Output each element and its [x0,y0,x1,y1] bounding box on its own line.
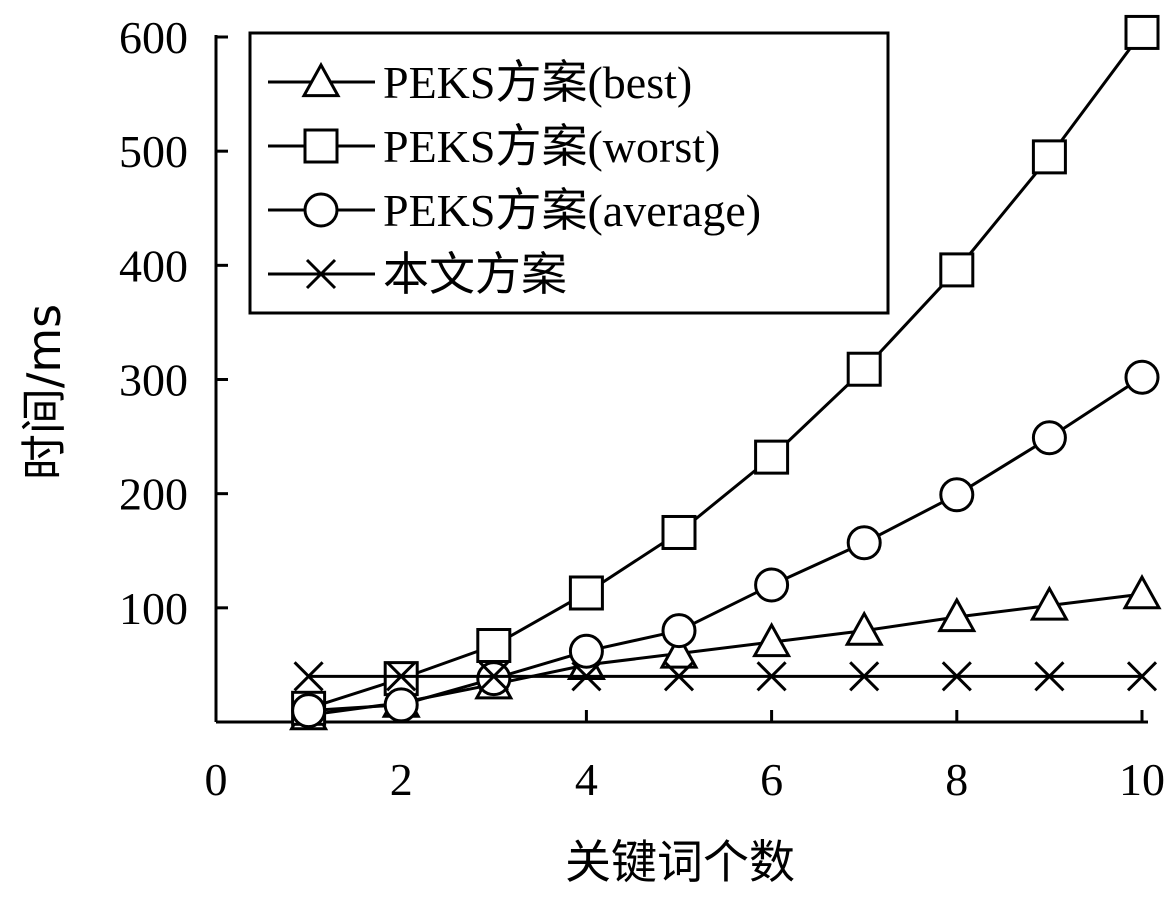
circle-marker [476,661,512,697]
square-marker [661,514,697,550]
square-marker [754,439,790,475]
circle-marker [1124,359,1160,395]
legend-label: PEKS方案(worst) [383,121,720,172]
legend-item: 本文方案 [268,249,567,300]
x-marker-stroke [1126,661,1158,692]
square-marker [476,628,512,664]
x-marker [663,661,695,692]
x-marker [1126,661,1158,692]
triangle-marker [301,61,341,98]
x-tick-label: 0 [205,754,228,805]
x-marker-stroke [663,661,695,692]
triangle-marker [1029,585,1069,621]
square-marker [846,351,882,387]
x-marker [1034,661,1065,692]
x-tick-label: 10 [1119,754,1165,805]
x-marker [849,661,880,692]
y-tick-label: 600 [119,12,188,63]
legend: PEKS方案(best) PEKS方案(worst) PEKS方案(average)… [248,31,890,315]
triangle-marker [1122,574,1162,610]
series-line [308,375,1143,713]
legend-label: PEKS方案(best) [383,57,692,108]
y-tick-label: 100 [119,583,188,634]
y-tick-label: 400 [119,240,188,291]
x-marker-stroke [478,661,509,692]
x-tick-label: 4 [575,754,598,805]
circle-marker [1031,420,1067,456]
legend-label: 本文方案 [383,249,567,300]
series-line [308,592,1143,717]
x-tick-label: 6 [760,754,783,805]
x-marker [478,661,509,692]
x-marker-stroke [849,661,880,692]
square-marker [303,128,339,164]
circle-marker [303,192,339,228]
legend-item: PEKS方案(average) [268,185,761,236]
y-ticks: 100 200 300 400 500 600 [119,12,228,634]
x-marker [305,258,337,290]
x-marker-stroke [305,258,337,290]
legend-box [248,31,890,315]
circle-marker [291,693,327,729]
x-marker-stroke [386,661,417,692]
triangle-marker [937,596,977,633]
y-tick-label: 500 [119,126,188,177]
square-marker [939,252,975,288]
circle-marker [754,567,790,603]
legend-item: PEKS方案(best) [268,57,692,108]
y-tick-label: 200 [119,469,188,520]
series-circle [291,359,1160,729]
x-marker [571,661,602,692]
x-tick-label: 2 [390,754,413,805]
x-marker-stroke [756,661,787,692]
triangle-marker [659,633,699,669]
x-marker [941,661,972,692]
circle-marker [661,613,697,649]
series-line [308,31,1144,710]
circle-marker [846,525,882,561]
y-tick-label: 300 [119,355,188,406]
circle-marker [939,477,975,513]
square-marker [1124,14,1160,50]
y-axis-title: 时间/ms [17,304,71,480]
x-marker [386,661,417,692]
triangle-marker [752,621,792,658]
series-triangle [289,574,1162,731]
x-marker-stroke [571,661,602,692]
x-axis-title: 关键词个数 [565,835,795,889]
x-tick-label: 8 [945,754,968,805]
square-marker [1031,139,1067,175]
circle-marker [568,633,604,669]
x-marker-stroke [293,661,324,692]
x-marker-stroke [1034,661,1065,692]
x-marker [756,661,787,692]
square-marker [568,575,604,611]
series-x [293,661,1158,692]
legend-item: PEKS方案(worst) [268,121,720,172]
triangle-marker [844,610,884,646]
circle-marker [383,687,419,723]
legend-label: PEKS方案(average) [383,185,761,236]
series-layer [289,14,1162,731]
x-ticks: 0 2 4 6 8 10 [205,710,1165,805]
x-marker-stroke [941,661,972,692]
x-marker [293,661,324,692]
